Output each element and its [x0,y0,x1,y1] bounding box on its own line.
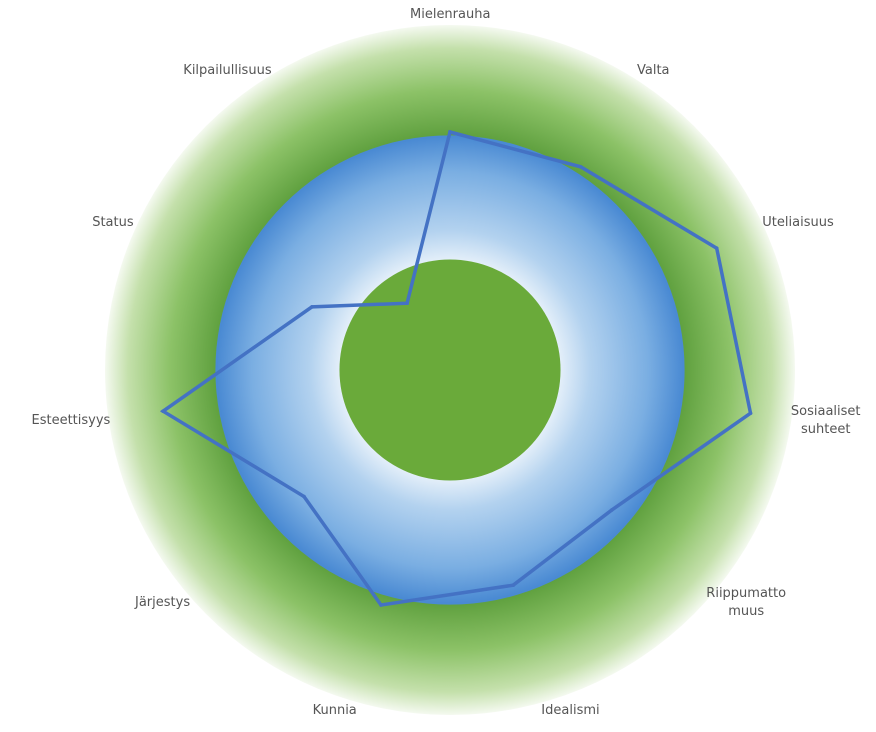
axis-label-8: Esteettisyys [32,412,111,430]
axis-label-text: Järjestys [135,594,191,610]
axis-label-text: Sosiaaliset [790,403,861,419]
axis-label-text: Esteettisyys [31,412,111,428]
data-point-9 [310,305,314,309]
data-point-7 [302,494,306,499]
axis-label-text: Mielenrauha [410,7,491,22]
series-line-0 [159,129,753,607]
data-point-4 [609,508,614,512]
axis-label-1: Valta [637,62,670,80]
data-point-6 [379,603,383,607]
axis-label-7: Järjestys [135,594,190,612]
axis-label-5: Idealismi [541,702,599,720]
data-point-8 [161,409,165,414]
data-point-5 [511,583,515,587]
data-point-10 [405,301,409,306]
radar-bands [105,25,795,715]
axis-label-text: Valta [637,63,670,79]
band-inner [339,259,561,481]
axis-label-9: Status [92,214,133,232]
axis-label-text: Idealismi [541,702,600,718]
axis-label-text: Uteliaisuus [762,214,834,230]
radar-series-layer [159,129,753,607]
axis-label-3: Sosiaaliset suhteet [791,403,861,439]
axis-label-text: suhteet [800,421,851,437]
axis-label-6: Kunnia [313,702,357,720]
axis-label-10: Kilpailullisuus [183,62,271,80]
data-point-0 [448,130,452,134]
data-point-1 [578,165,583,169]
axis-label-text: muus [728,603,765,619]
axis-label-2: Uteliaisuus [762,214,833,232]
data-point-2 [714,246,719,250]
data-point-3 [748,411,753,416]
axis-label-text: Riippumatto [706,585,787,601]
axis-label-4: Riippumatto muus [706,585,786,621]
axis-label-0: Mielenrauha [410,6,490,24]
axis-label-text: Status [92,214,134,230]
axis-label-text: Kilpailullisuus [183,63,272,79]
axis-label-text: Kunnia [312,702,357,718]
